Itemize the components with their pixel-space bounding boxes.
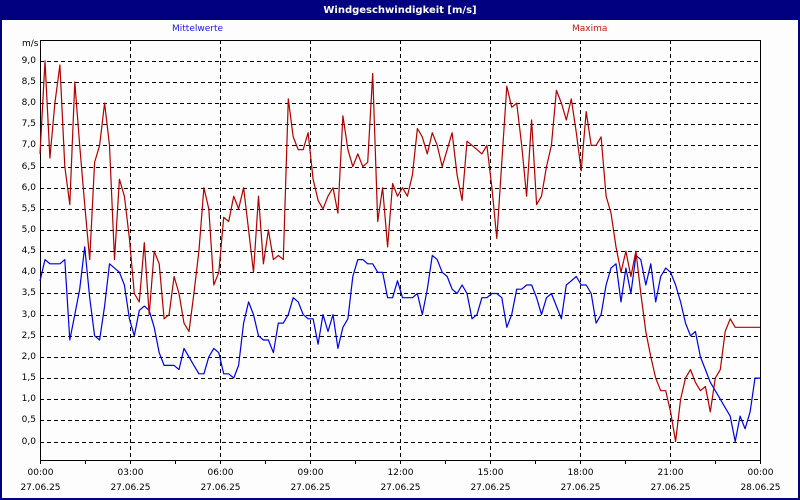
x-tick-label: 06:00 27.06.25 xyxy=(191,466,251,496)
y-tick-label: 8,0 xyxy=(21,97,36,108)
y-tick-label: 3,0 xyxy=(21,309,36,320)
y-tick-label: 1,0 xyxy=(21,393,36,404)
x-tick-time: 09:00 xyxy=(297,468,324,478)
x-tick-label: 03:00 27.06.25 xyxy=(101,466,161,496)
x-tick-date: 28.06.25 xyxy=(740,483,781,493)
y-tick-label: 6,0 xyxy=(21,182,36,193)
x-tick-date: 27.06.25 xyxy=(380,483,421,493)
x-tick-label: 00:00 28.06.25 xyxy=(731,466,791,496)
x-tick-date: 27.06.25 xyxy=(560,483,601,493)
y-tick-label: 9,0 xyxy=(21,55,36,66)
x-tick-time: 00:00 xyxy=(747,468,774,478)
x-tick-date: 27.06.25 xyxy=(110,483,151,493)
x-tick-label: 15:00 27.06.25 xyxy=(461,466,521,496)
x-tick-time: 21:00 xyxy=(657,468,684,478)
series-line-mittelwerte xyxy=(39,246,760,443)
x-tick-date: 27.06.25 xyxy=(20,483,61,493)
y-tick-label: 5,5 xyxy=(21,203,36,214)
y-tick-label: 1,5 xyxy=(21,372,36,383)
x-tick-time: 06:00 xyxy=(207,468,234,478)
y-tick-label: 4,0 xyxy=(21,266,36,277)
y-tick-label: 0,5 xyxy=(21,414,36,425)
x-tick-time: 00:00 xyxy=(27,468,54,478)
chart-title: Windgeschwindigkeit [m/s] xyxy=(2,2,798,20)
x-tick-label: 12:00 27.06.25 xyxy=(371,466,431,496)
y-tick-label: 3,5 xyxy=(21,287,36,298)
y-tick-label: 4,5 xyxy=(21,245,36,256)
x-tick-time: 03:00 xyxy=(117,468,144,478)
y-tick-label: 6,5 xyxy=(21,161,36,172)
x-tick-date: 27.06.25 xyxy=(650,483,691,493)
x-tick-label: 21:00 27.06.25 xyxy=(641,466,701,496)
y-tick-label: 5,0 xyxy=(21,224,36,235)
x-tick-date: 27.06.25 xyxy=(290,483,331,493)
series-line-maxima xyxy=(39,60,760,443)
x-tick-time: 12:00 xyxy=(387,468,414,478)
y-tick-label: 8,5 xyxy=(21,76,36,87)
x-tick-time: 18:00 xyxy=(567,468,594,478)
x-tick-date: 27.06.25 xyxy=(200,483,241,493)
y-tick-label: 0,0 xyxy=(21,436,36,447)
y-tick-label: 2,5 xyxy=(21,330,36,341)
y-tick-label: 7,0 xyxy=(21,139,36,150)
y-tick-label: 7,5 xyxy=(21,118,36,129)
legend-max: Maxima xyxy=(572,24,608,34)
x-tick-time: 15:00 xyxy=(477,468,504,478)
x-tick-label: 18:00 27.06.25 xyxy=(551,466,611,496)
x-tick-label: 09:00 27.06.25 xyxy=(281,466,341,496)
x-tick-label: 00:00 27.06.25 xyxy=(11,466,71,496)
y-tick-label: 2,0 xyxy=(21,351,36,362)
y-axis-unit: m/s xyxy=(22,39,39,49)
legend-mean: Mittelwerte xyxy=(172,24,224,34)
x-tick-date: 27.06.25 xyxy=(470,483,511,493)
